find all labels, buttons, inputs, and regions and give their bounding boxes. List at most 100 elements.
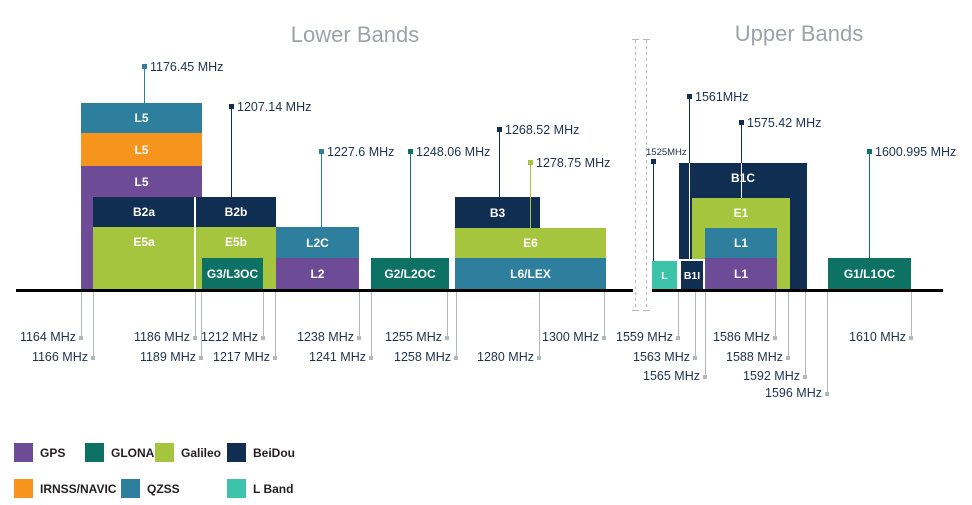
freq-leader-line-1610-mhz (911, 292, 912, 338)
band-block-l2c: L2C (276, 227, 359, 258)
freq-leader-label-1189-mhz: 1189 MHz (139, 350, 196, 364)
band-label-l1-qzss: L1 (733, 236, 748, 250)
band-label-e6: E6 (523, 236, 538, 250)
band-label-g2-l2oc: G2/L2OC (384, 267, 436, 281)
freq-leader-label-1217-mhz: 1217 MHz (213, 350, 270, 364)
freq-leader-square-1166-mhz (91, 356, 95, 360)
legend-label-galileo: Galileo (181, 445, 222, 460)
band-label-g1-l1oc: G1/L1OC (843, 267, 896, 281)
band-block-l6-lex: L6/LEX (455, 258, 606, 290)
freq-pin-line-1278 (530, 162, 531, 228)
freq-leader-square-1241-mhz (369, 356, 373, 360)
freq-leader-square-1586-mhz (773, 336, 777, 340)
freq-leader-square-1300-mhz (602, 336, 606, 340)
freq-leader-label-1563-mhz: 1563 MHz (633, 350, 690, 364)
freq-leader-label-1596-mhz: 1596 MHz (765, 386, 822, 400)
freq-leader-square-1212-mhz (261, 336, 265, 340)
freq-pin-line-inner-1561 (689, 163, 690, 259)
freq-leader-label-1186-mhz: 1186 MHz (133, 330, 190, 344)
freq-leader-label-1610-mhz: 1610 MHz (849, 330, 906, 344)
freq-leader-square-1186-mhz (193, 336, 197, 340)
band-label-l-band: L (661, 269, 668, 282)
band-block-b2a: B2a (93, 197, 195, 227)
freq-leader-line-1300-mhz (604, 292, 605, 338)
band-label-g3-l3oc: G3/L3OC (206, 267, 259, 281)
freq-leader-square-1238-mhz (357, 336, 361, 340)
band-label-b2b: B2b (224, 205, 248, 219)
lower-bands-title: Lower Bands (290, 22, 420, 47)
legend-label-beidou: BeiDou (253, 445, 295, 460)
freq-leader-square-1255-mhz (445, 336, 449, 340)
legend-item-irnss-navic: IRNSS/NAVIC (14, 479, 116, 498)
axis-segment-1 (16, 289, 633, 292)
freq-leader-square-1588-mhz (786, 356, 790, 360)
band-label-e5a: E5a (133, 235, 155, 249)
freq-leader-line-1166-mhz (93, 292, 94, 358)
freq-leader-line-1280-mhz (539, 292, 540, 358)
freq-leader-line-1592-mhz (805, 292, 806, 377)
freq-leader-label-1559-mhz: 1559 MHz (616, 330, 673, 344)
legend-swatch-beidou (227, 443, 246, 462)
freq-pin-line-1227 (321, 151, 322, 227)
legend-swatch-galileo (155, 443, 174, 462)
freq-pin-line-1600 (869, 151, 870, 258)
freq-leader-label-1258-mhz: 1258 MHz (394, 350, 451, 364)
band-label-l2c: L2C (306, 235, 329, 250)
legend-item-l-band: L Band (227, 479, 293, 498)
freq-leader-line-1241-mhz (371, 292, 372, 358)
freq-pin-label-1176: 1176.45 MHz (150, 60, 224, 74)
legend-swatch-qzss (121, 479, 140, 498)
freq-leader-line-1217-mhz (275, 292, 276, 358)
freq-pin-label-1561: 1561MHz (695, 90, 749, 104)
freq-pin-line-1575 (741, 122, 742, 163)
freq-leader-square-1280-mhz (537, 356, 541, 360)
freq-pin-label-1227: 1227.6 MHz (327, 145, 395, 159)
band-block-g2-l2oc: G2/L2OC (371, 258, 449, 290)
band-label-l5-irnss: L5 (134, 142, 149, 157)
scale-break-line-2 (646, 40, 647, 310)
legend-item-qzss: QZSS (121, 479, 180, 498)
upper-bands-title: Upper Bands (734, 21, 864, 46)
freq-leader-line-1238-mhz (359, 292, 360, 338)
freq-leader-line-1586-mhz (775, 292, 776, 338)
band-label-l6-lex: L6/LEX (510, 267, 551, 281)
freq-pin-line-1207 (231, 106, 232, 197)
band-block-b3: B3 (455, 197, 540, 228)
freq-leader-line-1563-mhz (695, 292, 696, 358)
freq-leader-square-1610-mhz (909, 336, 913, 340)
legend-label-gps: GPS (40, 445, 66, 460)
freq-leader-square-1164-mhz (79, 336, 83, 340)
freq-pin-line-1561 (689, 96, 690, 163)
legend-swatch-glonass (85, 443, 104, 462)
freq-pin-dot-1248 (408, 149, 413, 154)
legend-swatch-irnss-navic (14, 479, 33, 498)
freq-leader-label-1300-mhz: 1300 MHz (542, 330, 599, 344)
freq-leader-line-1588-mhz (788, 292, 789, 358)
freq-leader-square-1565-mhz (703, 375, 707, 379)
band-block-l5-qzss: L5 (81, 103, 202, 133)
freq-leader-square-1596-mhz (825, 392, 829, 396)
freq-pin-line-1525 (653, 161, 654, 261)
freq-leader-label-1592-mhz: 1592 MHz (743, 369, 800, 383)
scale-break-cap-top-2 (643, 39, 650, 40)
band-block-e5a: E5a (93, 227, 195, 290)
scale-break-cap-top-1 (632, 39, 639, 40)
freq-leader-square-1217-mhz (273, 356, 277, 360)
freq-pin-line-1176 (144, 66, 145, 103)
legend-swatch-gps (14, 443, 33, 462)
freq-leader-square-1559-mhz (676, 336, 680, 340)
freq-leader-label-1565-mhz: 1565 MHz (643, 369, 700, 383)
freq-leader-label-1241-mhz: 1241 MHz (309, 350, 366, 364)
freq-leader-line-1189-mhz (201, 292, 202, 358)
freq-pin-dot-1561 (687, 94, 692, 99)
freq-leader-label-1166-mhz: 1166 MHz (31, 350, 88, 364)
freq-pin-label-1248: 1248.06 MHz (416, 145, 491, 159)
freq-pin-dot-1268 (497, 127, 502, 132)
band-block-l1-gps: L1 (705, 258, 777, 290)
freq-leader-label-1588-mhz: 1588 MHz (726, 350, 783, 364)
scale-break-line-1 (635, 40, 636, 310)
band-block-g3-l3oc: G3/L3OC (202, 258, 263, 290)
scale-break-cap-bottom-2 (643, 310, 650, 311)
freq-leader-line-1258-mhz (456, 292, 457, 358)
freq-leader-label-1586-mhz: 1586 MHz (713, 330, 770, 344)
